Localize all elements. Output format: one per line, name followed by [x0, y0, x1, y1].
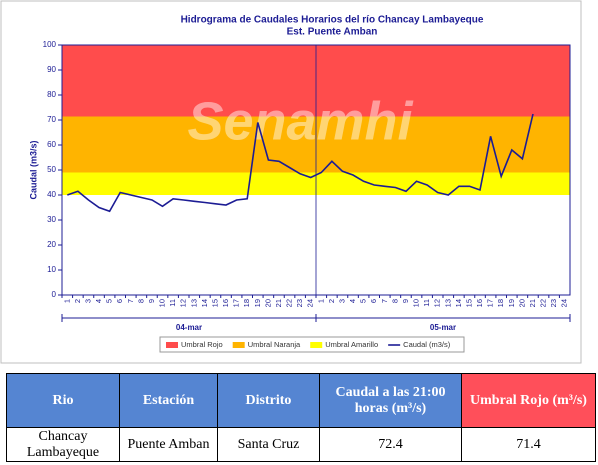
cell: 72.4	[319, 427, 462, 462]
data-table: Rio Estación Distrito Caudal a las 21:00…	[6, 373, 596, 462]
header-cell: Rio	[6, 373, 120, 428]
line-series	[67, 113, 534, 213]
y-tick-label: 60	[47, 140, 56, 149]
x-tick-label: 1	[62, 299, 71, 303]
x-tick-label: 19	[253, 299, 262, 307]
x-tick-label: 22	[539, 299, 548, 307]
header-cell: Distrito	[217, 373, 320, 428]
x-tick-label: 16	[475, 299, 484, 307]
group-label: 04-mar	[176, 323, 202, 332]
x-tick-label: 22	[285, 299, 294, 307]
y-tick-label: 50	[47, 165, 56, 174]
x-tick-label: 11	[168, 299, 177, 307]
x-tick-label: 17	[232, 299, 241, 307]
x-tick-label: 10	[412, 299, 421, 307]
legend-label: Umbral Naranja	[248, 340, 301, 349]
x-tick-label: 4	[94, 299, 103, 303]
y-tick-label: 80	[47, 90, 56, 99]
x-tick-label: 6	[115, 299, 124, 303]
legend-label: Caudal (m3/s)	[403, 340, 451, 349]
header-cell: Caudal a las 21:00 horas (m³/s)	[319, 373, 462, 428]
x-tick-label: 9	[401, 299, 410, 303]
x-tick-label: 14	[454, 299, 463, 307]
legend-swatch	[232, 342, 245, 348]
legend-label: Umbral Rojo	[181, 340, 223, 349]
y-tick-label: 70	[47, 115, 56, 124]
x-tick-label: 1	[316, 299, 325, 303]
y-tick-label: 100	[43, 40, 57, 49]
data-row: Chancay Lambayeque Puente Amban Santa Cr…	[6, 427, 596, 462]
x-tick-label: 5	[105, 299, 114, 303]
x-tick-label: 12	[433, 299, 442, 307]
chart: Hidrograma de Caudales Horarios del río …	[0, 0, 582, 364]
chart-subtitle: Est. Puente Amban	[287, 27, 378, 38]
legend-swatch	[166, 342, 178, 348]
x-tick-label: 5	[359, 299, 368, 303]
cell: Santa Cruz	[217, 427, 320, 462]
y-tick-label: 90	[47, 65, 56, 74]
header-cell: Estación	[119, 373, 218, 428]
x-tick-label: 18	[242, 299, 251, 307]
x-tick-label: 14	[200, 299, 209, 307]
chart-title: Hidrograma de Caudales Horarios del río …	[181, 15, 484, 26]
cell: Puente Amban	[119, 427, 218, 462]
y-tick-label: 10	[47, 265, 56, 274]
y-tick-label: 30	[47, 215, 56, 224]
header-cell: Umbral Rojo (m³/s)	[461, 373, 596, 428]
group-label: 05-mar	[430, 323, 456, 332]
legend-swatch	[310, 342, 323, 348]
y-axis-label: Caudal (m3/s)	[28, 140, 38, 199]
x-tick-label: 16	[221, 299, 230, 307]
x-tick-label: 8	[136, 299, 145, 303]
x-tick-label: 20	[517, 299, 526, 307]
x-tick-label: 9	[147, 299, 156, 303]
header-row: Rio Estación Distrito Caudal a las 21:00…	[6, 373, 596, 428]
y-tick-label: 20	[47, 240, 56, 249]
x-tick-label: 24	[560, 299, 569, 307]
y-tick-label: 40	[47, 190, 56, 199]
legend: Umbral Rojo Umbral Naranja Umbral Amarillo…	[159, 336, 465, 353]
x-tick-label: 11	[422, 299, 431, 307]
x-tick-label: 7	[380, 299, 389, 303]
x-tick-label: 21	[274, 299, 283, 307]
x-tick-label: 18	[496, 299, 505, 307]
x-tick-label: 15	[464, 299, 473, 307]
x-tick-label: 20	[263, 299, 272, 307]
x-tick-label: 19	[507, 299, 516, 307]
x-tick-label: 17	[486, 299, 495, 307]
legend-label: Umbral Amarillo	[325, 340, 378, 349]
x-tick-label: 3	[337, 299, 346, 303]
x-tick-label: 6	[369, 299, 378, 303]
x-tick-label: 23	[549, 299, 558, 307]
watermark: Senamhi	[187, 91, 413, 151]
x-tick-label: 13	[189, 299, 198, 307]
x-tick-label: 2	[73, 299, 82, 303]
y-tick-label: 0	[52, 290, 57, 299]
x-tick-label: 15	[210, 299, 219, 307]
x-tick-label: 21	[528, 299, 537, 307]
cell: Chancay Lambayeque	[6, 427, 120, 462]
x-tick-label: 8	[390, 299, 399, 303]
x-tick-label: 2	[327, 299, 336, 303]
x-tick-label: 24	[306, 299, 315, 307]
x-tick-label: 3	[83, 299, 92, 303]
x-tick-label: 7	[126, 299, 135, 303]
x-tick-label: 13	[443, 299, 452, 307]
x-tick-label: 23	[295, 299, 304, 307]
x-tick-label: 10	[158, 299, 167, 307]
x-tick-label: 4	[348, 299, 357, 303]
x-tick-label: 12	[179, 299, 188, 307]
cell: 71.4	[461, 427, 596, 462]
